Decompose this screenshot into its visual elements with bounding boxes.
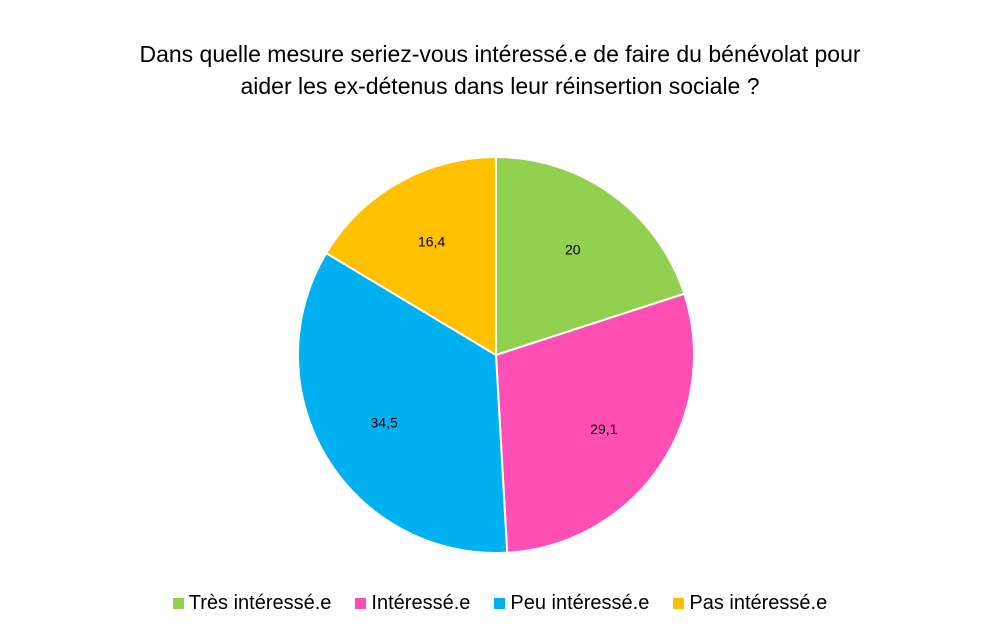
legend-swatch-peu-interesse — [494, 598, 506, 609]
data-label-interesse: 29,1 — [590, 421, 617, 437]
chart-title: Dans quelle mesure seriez-vous intéressé… — [0, 38, 1000, 102]
legend-label-pas-interesse: Pas intéressé.e — [689, 592, 828, 614]
pie-slice-tres-interesse — [495, 156, 686, 356]
data-label-peu-interesse: 34,5 — [371, 415, 398, 431]
legend-item-pas-interesse: Pas intéressé.e — [673, 592, 827, 615]
legend-swatch-pas-interesse — [673, 598, 685, 609]
legend-item-peu-interesse: Peu intéressé.e — [494, 592, 649, 615]
pie-slice-peu-interesse — [297, 252, 509, 554]
chart-legend: Très intéressé.e Intéressé.e Peu intéres… — [0, 592, 1000, 615]
legend-item-tres-interesse: Très intéressé.e — [172, 592, 332, 615]
pie-slice-interesse — [495, 292, 695, 554]
legend-label-tres-interesse: Très intéressé.e — [188, 592, 332, 614]
legend-swatch-interesse — [355, 598, 367, 609]
pie-slice-pas-interesse — [325, 156, 497, 356]
legend-label-interesse: Intéressé.e — [371, 592, 471, 614]
legend-item-interesse: Intéressé.e — [355, 592, 470, 615]
legend-swatch-tres-interesse — [172, 598, 184, 609]
chart-title-line-1: Dans quelle mesure seriez-vous intéressé… — [139, 41, 861, 67]
legend-label-peu-interesse: Peu intéressé.e — [510, 592, 650, 614]
chart-title-line-2: aider les ex-détenus dans leur réinserti… — [240, 73, 760, 99]
data-label-pas-interesse: 16,4 — [418, 233, 445, 249]
data-label-tres-interesse: 20 — [565, 241, 581, 257]
